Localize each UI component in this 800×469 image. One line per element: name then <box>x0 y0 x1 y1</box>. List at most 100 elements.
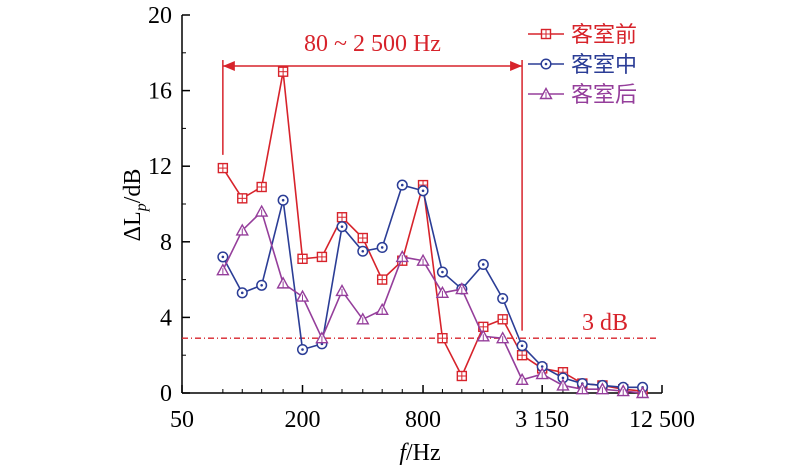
x-tick-label: 200 <box>285 407 321 433</box>
series-2-point-dot <box>540 365 544 368</box>
y-tick-label: 4 <box>160 305 172 331</box>
series-2-point <box>477 258 489 271</box>
series-2-point <box>277 194 289 206</box>
series-3-point <box>455 282 469 295</box>
series-2-point-dot <box>400 183 404 187</box>
legend-label-2: 客室中 <box>571 53 637 78</box>
series-2-point <box>417 185 429 197</box>
series-2-point-dot <box>260 283 263 287</box>
y-axis-title-unit: /dB <box>120 169 146 204</box>
series-3-point <box>375 302 389 316</box>
series-2-point-dot <box>441 270 444 274</box>
series-2-point-dot <box>501 297 504 300</box>
series-3-point <box>395 249 409 263</box>
series-1-point <box>297 253 308 265</box>
series-2-point-dot <box>561 376 565 380</box>
series-1-point <box>217 162 229 174</box>
series-2-point-dot <box>361 249 365 253</box>
x-tick-label: 3 150 <box>515 407 569 433</box>
series-3-point <box>535 367 549 380</box>
series-1-point <box>336 212 348 223</box>
x-axis-title-unit: /Hz <box>406 440 441 466</box>
series-2-point <box>217 251 229 263</box>
series-1-point <box>516 350 528 361</box>
y-tick-label: 8 <box>160 230 172 256</box>
threshold-label: 3 dB <box>582 310 628 336</box>
series-3-point <box>254 204 269 217</box>
legend-label-3: 客室后 <box>571 83 637 108</box>
series-line-2 <box>222 184 643 389</box>
series-3-point <box>575 382 590 395</box>
series-3-point <box>356 312 370 325</box>
legend-marker-1 <box>540 28 552 40</box>
series-3-point <box>476 329 490 342</box>
y-axis-title-main: ΔL <box>120 211 146 241</box>
series-2-point-dot <box>340 225 344 228</box>
series-line-3 <box>222 210 643 394</box>
legend-marker-2 <box>540 58 552 70</box>
series-1-point <box>316 251 328 263</box>
series-3-point <box>515 372 529 385</box>
series-3-point <box>235 223 249 236</box>
series-1-point <box>376 274 388 285</box>
range-arrow-right <box>510 61 523 72</box>
series-3-point <box>435 285 450 299</box>
series-3-point <box>276 276 290 289</box>
series-2-point-dot <box>301 348 304 351</box>
series-1-point <box>456 370 468 382</box>
series-3-point <box>335 283 349 297</box>
plot-area: 0 4 8 12 16 20 50 200 800 3 150 12 500 80 ~ 2 500 H… <box>148 3 695 433</box>
y-axis-title: ΔLp/dB <box>120 169 150 242</box>
series-3-point <box>416 253 430 266</box>
series-2-point-dot <box>481 263 485 266</box>
x-axis-title: f/Hz <box>399 440 440 466</box>
legend-label-1: 客室前 <box>571 23 637 48</box>
series-2-point-dot <box>221 255 225 259</box>
legend-marker-3 <box>539 87 553 100</box>
series-2-point <box>516 340 528 352</box>
y-tick-label: 16 <box>148 79 172 105</box>
series-2-point <box>396 179 408 191</box>
range-label: 80 ~ 2 500 Hz <box>304 31 441 57</box>
series-2-point <box>497 292 509 305</box>
series-1-point <box>277 66 289 77</box>
series-2-point <box>236 287 248 299</box>
range-arrow-left <box>222 61 235 72</box>
series-2-point <box>436 266 448 278</box>
x-axis-title-var: f <box>399 440 409 466</box>
series-3-point <box>556 378 570 391</box>
legend-marker-2-dot <box>544 62 548 66</box>
series-3-point <box>616 384 630 397</box>
series-2-point-dot <box>281 198 285 202</box>
y-tick-label: 12 <box>148 154 172 180</box>
series-1-point <box>256 181 267 193</box>
series-2-point <box>376 241 388 254</box>
series-2-point <box>296 343 309 356</box>
series-3-point <box>295 289 310 302</box>
series-2-point-dot <box>380 246 384 249</box>
y-axis-title-sub: p <box>133 203 150 212</box>
series-2-point <box>336 221 348 233</box>
series-1-point <box>237 193 248 204</box>
series-3-point <box>635 386 650 399</box>
x-tick-label: 800 <box>405 407 441 433</box>
y-tick-label: 0 <box>160 381 172 407</box>
series-3-point <box>315 331 329 344</box>
series-2-point-dot <box>240 291 244 295</box>
series-3-point <box>216 263 230 276</box>
x-tick-label: 12 500 <box>629 407 695 433</box>
series-1-point <box>437 332 448 344</box>
series-1-point <box>497 314 508 325</box>
series-2-point-dot <box>421 189 425 193</box>
series-2-point <box>256 279 268 291</box>
series-2-point <box>357 245 369 257</box>
series-1-point <box>357 232 368 244</box>
series-3-point <box>496 331 510 344</box>
series-2-point-dot <box>520 344 524 348</box>
x-tick-label: 50 <box>170 407 194 433</box>
series-line-1 <box>222 71 643 392</box>
y-tick-label: 20 <box>148 3 172 29</box>
series-3-point <box>595 382 610 395</box>
